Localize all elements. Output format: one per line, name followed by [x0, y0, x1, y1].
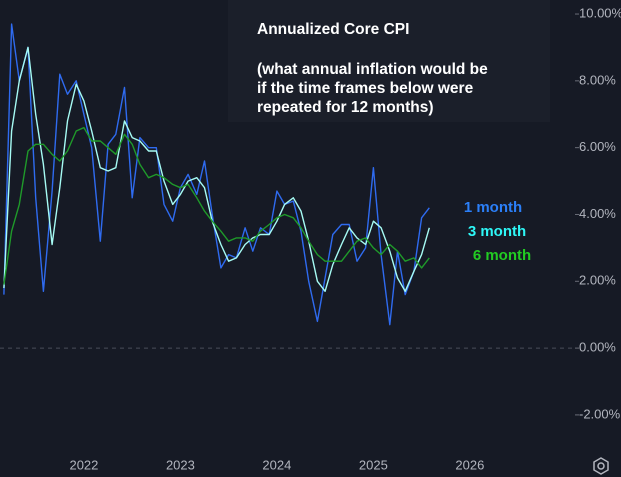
settings-icon[interactable]: [593, 457, 609, 475]
x-tick-label: 2025: [359, 457, 388, 472]
y-tick-label: 6.00%: [579, 139, 616, 154]
subtitle-line: if the time frames below were: [257, 80, 474, 97]
y-tick-label: 4.00%: [579, 206, 616, 221]
y-tick-label: 10.00%: [579, 5, 621, 20]
series-line: [3, 23, 430, 326]
x-tick-label: 2024: [262, 457, 291, 472]
y-tick-label: 2.00%: [579, 273, 616, 288]
subtitle-line: repeated for 12 months): [257, 99, 434, 116]
legend-label: 3 month: [468, 223, 526, 240]
y-tick-label: -2.00%: [579, 406, 621, 421]
annotation-box: [228, 0, 550, 122]
legend-label: 1 month: [464, 199, 522, 216]
series-line: [3, 126, 430, 285]
series-line: [3, 46, 430, 292]
chart-title: Annualized Core CPI: [257, 21, 409, 38]
x-tick-label: 2023: [166, 457, 195, 472]
y-tick-label: 8.00%: [579, 72, 616, 87]
settings-hex[interactable]: [593, 457, 609, 475]
x-tick-label: 2022: [69, 457, 98, 472]
x-tick-label: 2026: [455, 457, 484, 472]
subtitle-line: (what annual inflation would be: [257, 61, 488, 78]
legend-label: 6 month: [473, 247, 531, 264]
y-tick-label: 0.00%: [579, 340, 616, 355]
settings-dot[interactable]: [597, 462, 605, 470]
